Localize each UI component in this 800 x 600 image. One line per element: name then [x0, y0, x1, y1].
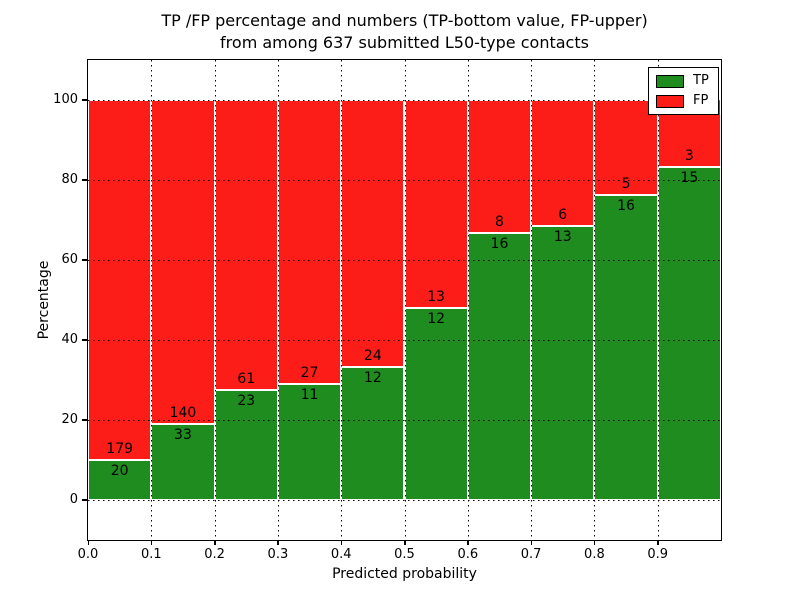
x-tick-mark: [404, 540, 406, 545]
bar-segment-tp: [594, 195, 658, 500]
legend-entry-fp: FP: [656, 94, 709, 108]
legend-label-tp: TP: [693, 73, 709, 88]
bar-segment-fp: [341, 100, 405, 367]
fp-count-label: 13: [427, 289, 446, 305]
gridline-vertical: [467, 60, 469, 540]
chart-title-line-2: from among 637 submitted L50-type contac…: [220, 33, 589, 52]
x-tick-mark: [87, 540, 89, 545]
y-tick-mark: [82, 499, 88, 501]
gridline-vertical: [151, 60, 153, 540]
y-tick-mark: [82, 259, 88, 261]
y-tick-mark: [82, 419, 88, 421]
bar-segment-tp: [531, 226, 595, 500]
x-tick-label: 0.8: [584, 547, 605, 562]
x-tick-label: 0.7: [520, 547, 542, 562]
fp-count-label: 8: [494, 214, 504, 231]
x-tick-mark: [467, 540, 469, 545]
fp-count-label: 140: [169, 404, 197, 421]
y-axis-label: Percentage: [36, 260, 52, 340]
bar-segment-tp: [657, 166, 721, 500]
x-tick-label: 0.0: [77, 547, 99, 562]
legend-label-fp: FP: [693, 93, 709, 108]
x-tick-label: 0.1: [140, 547, 162, 562]
tp-count-label: 13: [553, 229, 572, 246]
y-tick-label: 80: [61, 172, 78, 187]
gridline-vertical: [594, 60, 596, 540]
y-tick-mark: [82, 99, 88, 101]
y-tick-label: 0: [69, 492, 78, 507]
x-tick-mark: [214, 540, 216, 545]
fp-count-label: 61: [237, 371, 256, 388]
tp-count-label: 20: [110, 462, 129, 479]
tp-color-swatch-icon: [656, 74, 684, 88]
tp-count-label: 16: [490, 236, 509, 253]
x-tick-label: 0.3: [267, 547, 289, 562]
x-tick-mark: [657, 540, 659, 545]
x-tick-mark: [277, 540, 279, 545]
y-tick-mark: [82, 179, 88, 181]
x-tick-label: 0.6: [457, 547, 479, 562]
bar-segment-fp: [404, 100, 468, 308]
fp-count-label: 6: [558, 207, 568, 224]
fp-count-label: 3: [684, 147, 694, 164]
bar-segment-fp: [467, 100, 532, 234]
y-tick-label: 20: [61, 412, 78, 427]
y-tick-label: 40: [61, 332, 78, 347]
bar-segment-tp: [404, 308, 468, 500]
bar-segment-fp: [277, 100, 342, 385]
y-tick-label: 100: [53, 92, 78, 107]
bar-segment-tp: [88, 459, 152, 500]
tp-count-label: 11: [300, 387, 319, 404]
x-tick-mark: [340, 540, 343, 545]
legend: TP FP: [648, 67, 719, 115]
plot-area: 179 20 140 33 61 23 27 11 24 12 13 12 8 16 6 13 5 16 3 15: [88, 60, 721, 540]
fp-count-label: 27: [300, 365, 319, 382]
y-tick-mark: [82, 339, 88, 341]
x-tick-label: 0.2: [204, 547, 225, 562]
gridline-vertical: [277, 60, 279, 540]
bar-segment-tp: [277, 384, 342, 500]
y-tick-label: 60: [61, 252, 78, 267]
chart-title-line-1: TP /FP percentage and numbers (TP-bottom…: [161, 11, 648, 30]
fp-count-label: 5: [621, 176, 631, 193]
tp-count-label: 23: [237, 393, 256, 410]
x-tick-mark: [593, 540, 596, 545]
tp-count-label: 33: [174, 426, 192, 443]
bar-segment-fp: [88, 100, 152, 460]
bar-segment-tp: [151, 423, 215, 500]
gridline-vertical: [657, 60, 659, 540]
tp-count-label: 15: [680, 169, 699, 186]
x-tick-mark: [150, 540, 153, 545]
gridline-vertical: [341, 60, 343, 540]
bar-segment-fp: [214, 100, 278, 391]
x-tick-label: 0.9: [647, 547, 669, 562]
x-axis-label: Predicted probability: [332, 566, 477, 582]
gridline-vertical: [404, 60, 406, 540]
x-tick-label: 0.5: [394, 547, 415, 562]
bar-segment-fp: [151, 100, 215, 424]
x-tick-mark: [530, 540, 533, 545]
bar-segment-tp: [467, 233, 532, 500]
tp-count-label: 12: [427, 311, 446, 327]
legend-entry-tp: TP: [656, 74, 709, 88]
fp-count-label: 179: [106, 440, 134, 457]
fp-count-label: 24: [363, 347, 382, 364]
gridline-vertical: [531, 60, 533, 540]
fp-color-swatch-icon: [656, 94, 684, 108]
tp-count-label: 12: [363, 369, 382, 386]
tp-count-label: 16: [617, 198, 635, 215]
gridline-vertical: [214, 60, 216, 540]
x-tick-label: 0.4: [330, 547, 352, 562]
